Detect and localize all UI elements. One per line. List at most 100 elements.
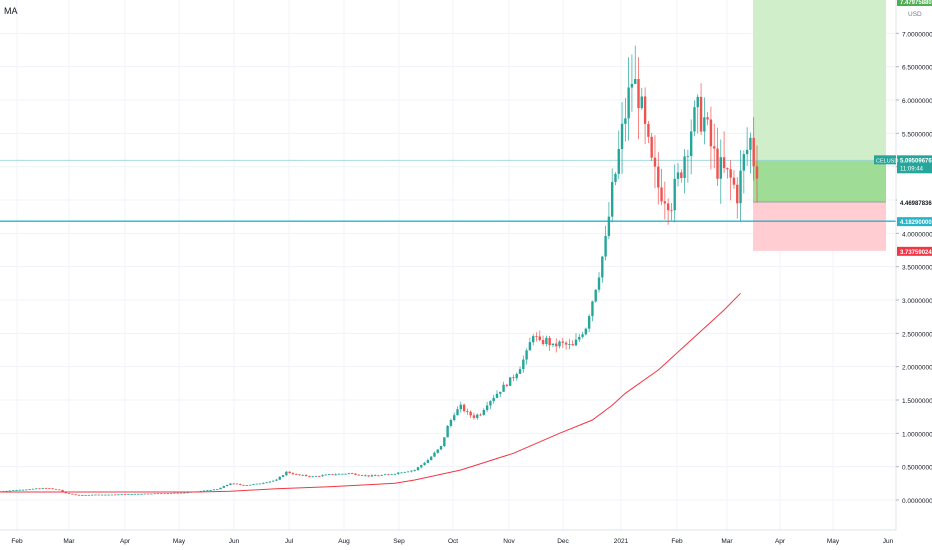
candle-body [413, 470, 416, 471]
candle [245, 484, 249, 486]
candle-body [354, 473, 357, 475]
candle [331, 474, 334, 476]
position-zones [753, 0, 886, 251]
candle-body [670, 210, 673, 212]
candle [383, 473, 387, 476]
currency-label: USD [908, 11, 922, 18]
candle-body [81, 495, 84, 496]
candle-body [479, 414, 482, 416]
candle-body [133, 493, 137, 495]
candle-body [439, 446, 443, 450]
candle-body [71, 493, 74, 495]
x-tick-label: Mar [63, 538, 75, 545]
entry-badge-text: 4.46987836 [900, 201, 932, 207]
candle-body [696, 96, 699, 108]
candle [423, 461, 426, 466]
candle [502, 381, 505, 392]
candle [21, 489, 25, 491]
candle-body [449, 420, 453, 426]
candle [722, 131, 726, 174]
candle-body [38, 488, 41, 490]
candle [453, 412, 456, 422]
candle-body [324, 474, 328, 476]
x-tick-label: May [827, 538, 840, 545]
candle-body [173, 492, 176, 494]
target-badge-text: 7.47975880 [900, 0, 932, 6]
candle-body [179, 492, 183, 494]
candle [601, 255, 604, 283]
candle [614, 172, 617, 186]
candle [627, 57, 630, 141]
candle [347, 473, 351, 475]
candle [666, 198, 670, 225]
candle-body [104, 494, 107, 496]
candle-body [406, 471, 410, 473]
candle-body [41, 488, 44, 489]
candle [578, 333, 581, 343]
candle [443, 437, 446, 448]
candle [673, 164, 676, 223]
candle [476, 413, 479, 421]
candle-body [169, 493, 173, 494]
candle [604, 225, 607, 261]
candle [581, 331, 584, 339]
candle [716, 127, 719, 186]
x-tick-label: Jul [285, 538, 294, 545]
candle [209, 490, 212, 492]
candle [610, 168, 614, 223]
last-price-badge-text: 5.09509676 [900, 158, 932, 164]
candle-body [420, 465, 423, 468]
candle-body [538, 336, 541, 341]
moving-average [0, 292, 741, 493]
candle [74, 494, 77, 496]
candle [689, 119, 693, 175]
candle-body [295, 474, 298, 475]
candle-body [551, 343, 555, 346]
candle-body [469, 411, 472, 416]
x-tick-label: Dec [557, 538, 569, 545]
entry-badge: 4.46987836 [897, 198, 932, 208]
candle-body [505, 384, 509, 386]
candle [285, 471, 288, 477]
candle-body [429, 456, 433, 461]
candle [739, 149, 742, 221]
candle-body [578, 336, 581, 340]
candle [499, 391, 502, 398]
candle [485, 401, 489, 413]
candle [403, 471, 407, 473]
candle [90, 494, 94, 496]
candle-body [522, 359, 525, 370]
candle [538, 330, 541, 342]
candle-body [35, 488, 38, 490]
candle [406, 471, 410, 473]
candle [703, 97, 706, 145]
candle [736, 177, 739, 219]
candle [495, 390, 499, 399]
candle-body [321, 475, 324, 477]
candle [439, 445, 443, 451]
candle [291, 472, 295, 475]
candle-body [166, 493, 170, 494]
candle [298, 474, 301, 476]
candle-body [650, 136, 653, 158]
candle-body [462, 404, 466, 412]
candle-body [512, 377, 515, 379]
candle-body [745, 149, 749, 155]
candle [696, 94, 699, 134]
candle [225, 484, 229, 487]
candle-body [212, 489, 216, 491]
candle-body [367, 475, 370, 477]
candle [341, 473, 344, 475]
candle-body [239, 484, 242, 485]
entry-badge-bg [897, 198, 932, 208]
candle [268, 481, 272, 483]
candle [564, 340, 568, 350]
candle-body [58, 489, 61, 491]
candle-body [278, 476, 281, 480]
